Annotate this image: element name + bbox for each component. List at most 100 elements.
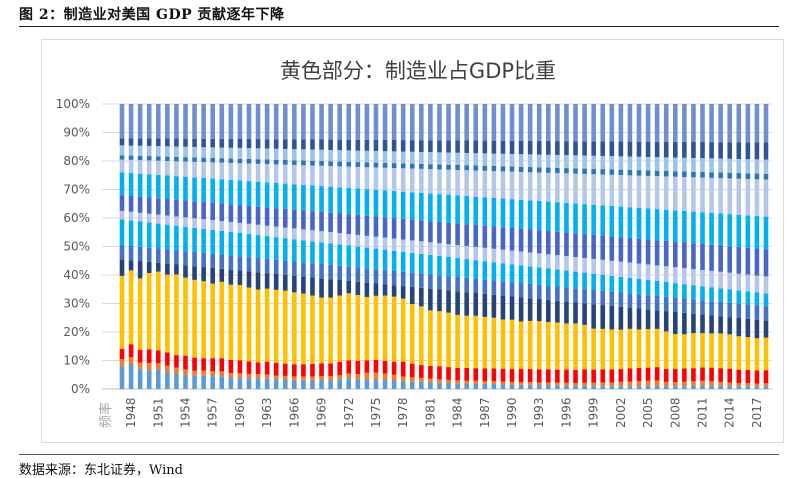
- bar-segment: [237, 147, 243, 159]
- bar-segment: [527, 384, 533, 389]
- bar-segment: [573, 168, 578, 174]
- bar-segment: [346, 187, 352, 215]
- bar-segment: [691, 141, 696, 158]
- bar-segment: [673, 297, 678, 312]
- figure-title: 图 2：制造业对美国 GDP 贡献逐年下降: [19, 7, 285, 23]
- bar-segment: [155, 156, 161, 161]
- bar-segment: [754, 386, 760, 389]
- bar-segment: [455, 104, 460, 141]
- bar-segment: [518, 154, 524, 167]
- bar-segment: [500, 381, 506, 385]
- bar-segment-manufacturing: [228, 284, 234, 360]
- bar-segment: [174, 225, 179, 251]
- bar-segment: [600, 104, 606, 142]
- x-tick-label: 1963: [260, 397, 274, 428]
- bar-segment: [219, 376, 225, 389]
- bar-segment: [600, 174, 606, 206]
- bar-segment: [618, 175, 624, 207]
- bar-segment: [128, 220, 134, 246]
- bar-segment: [174, 216, 179, 226]
- bar-segment: [673, 369, 678, 383]
- bar-segment: [255, 272, 261, 290]
- bar-segment: [482, 381, 488, 384]
- bar-segment: [700, 244, 705, 270]
- bar-segment: [155, 262, 161, 272]
- x-tick-label: 1993: [532, 397, 546, 428]
- bar-segment: [419, 253, 424, 274]
- bar-segment: [682, 381, 687, 387]
- bar-segment: [155, 223, 161, 249]
- bar-segment: [337, 150, 342, 162]
- bar-segment: [663, 296, 669, 312]
- bar-segment: [183, 374, 188, 389]
- bar-segment: [754, 104, 760, 143]
- bar-segment: [437, 221, 442, 244]
- bar-segment: [600, 274, 606, 291]
- bar-segment: [146, 261, 152, 273]
- bar-segment: [219, 230, 225, 255]
- bar-segment: [609, 291, 615, 306]
- bar-segment: [482, 293, 488, 317]
- bar-segment: [455, 195, 460, 224]
- bar-segment: [691, 243, 696, 270]
- bar-segment: [183, 200, 188, 218]
- bar-segment: [201, 370, 206, 376]
- bar-segment: [446, 367, 451, 380]
- bar-segment: [382, 167, 388, 191]
- bar-segment: [509, 369, 515, 382]
- bar-segment: [219, 104, 225, 139]
- bar-segment: [391, 361, 397, 375]
- bar-segment: [745, 386, 751, 389]
- bar-segment: [582, 173, 587, 205]
- bar-segment-manufacturing: [727, 334, 733, 369]
- bar-segment: [409, 363, 415, 378]
- bar-segment: [555, 385, 560, 389]
- bar-segment: [500, 263, 506, 282]
- bar-segment: [146, 104, 152, 139]
- bar-segment: [192, 357, 197, 371]
- bar-segment: [183, 226, 188, 252]
- bar-segment: [174, 264, 179, 275]
- bar-segment: [546, 104, 551, 142]
- bar-segment: [346, 360, 352, 374]
- bar-segment: [301, 262, 306, 277]
- bar-segment: [763, 370, 769, 384]
- bar-segment: [174, 156, 179, 162]
- bar-segment: [192, 161, 197, 178]
- bar-segment: [491, 104, 497, 141]
- bar-segment: [627, 381, 633, 387]
- bar-segment: [700, 300, 705, 315]
- bar-segment: [419, 104, 424, 141]
- bar-segment: [155, 146, 161, 157]
- bar-segment: [536, 172, 542, 202]
- bar-segment: [310, 139, 315, 150]
- bar-segment: [228, 221, 234, 232]
- bar-segment: [446, 104, 451, 141]
- bar-segment: [355, 246, 361, 268]
- bar-segment: [654, 310, 660, 329]
- bar-segment: [273, 226, 279, 238]
- y-tick-label: 40%: [63, 268, 90, 282]
- bar-segment: [718, 245, 723, 272]
- bar-segment: [301, 364, 306, 377]
- bar-segment: [419, 192, 424, 221]
- bar-segment: [718, 271, 723, 289]
- x-tick-label: 2005: [641, 397, 655, 428]
- bar-segment: [391, 380, 397, 389]
- bar-segment: [618, 306, 624, 330]
- bar-segment: [409, 219, 415, 241]
- bar-segment: [355, 166, 361, 189]
- bar-segment: [273, 362, 279, 376]
- bar-segment: [763, 383, 769, 387]
- bar-segment: [337, 166, 342, 188]
- bar-segment: [282, 274, 288, 291]
- bar-segment: [428, 140, 433, 153]
- bar-segment: [736, 303, 742, 319]
- bar-segment: [673, 171, 678, 177]
- bar-segment: [636, 175, 642, 208]
- bar-segment: [428, 242, 433, 255]
- bar-segment: [582, 204, 587, 235]
- bar-segment: [555, 382, 560, 386]
- bar-segment: [682, 171, 687, 177]
- bar-segment: [745, 318, 751, 338]
